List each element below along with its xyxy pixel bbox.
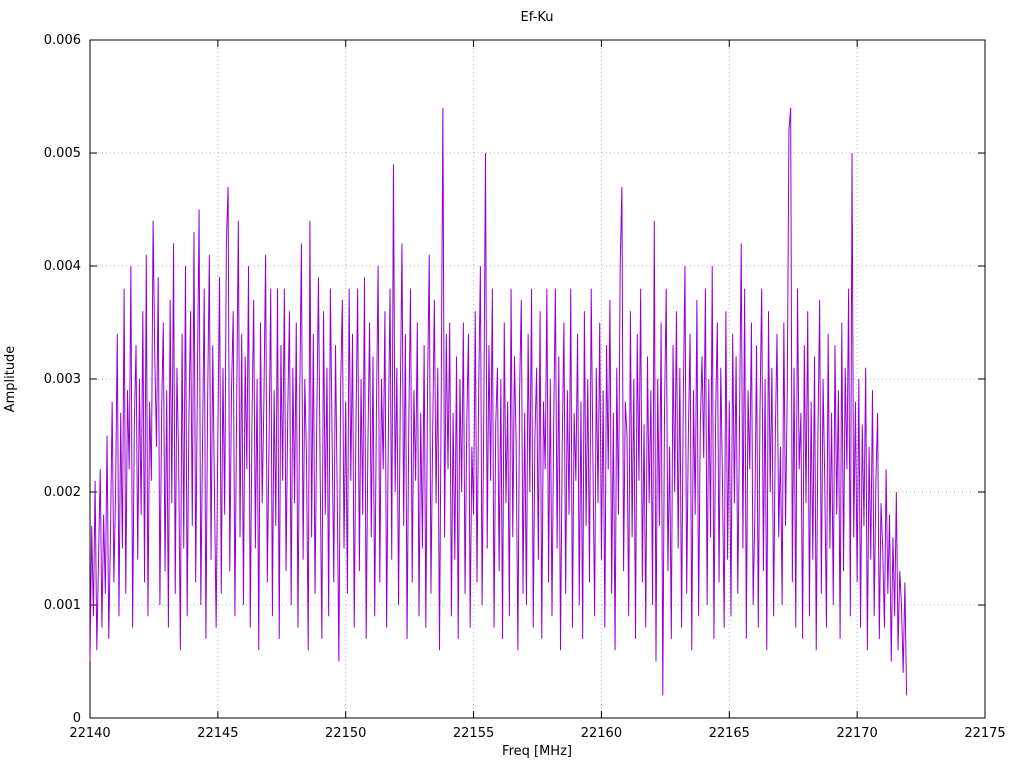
tick-labels: 22140 22145 22150 22155 22160 22165 22170 22175… bbox=[44, 33, 1006, 741]
axes bbox=[89, 39, 986, 719]
x-tick-label: 22175 bbox=[964, 726, 1005, 741]
x-tick-label: 22140 bbox=[69, 726, 110, 741]
y-tick-label: 0.002 bbox=[44, 485, 81, 500]
y-axis-label: Amplitude bbox=[3, 346, 18, 413]
x-tick-label: 22160 bbox=[581, 726, 622, 741]
x-tick-label: 22165 bbox=[709, 726, 750, 741]
y-tick-label: 0.006 bbox=[44, 33, 81, 48]
y-tick-label: 0.005 bbox=[44, 146, 81, 161]
x-axis-label: Freq [MHz] bbox=[502, 744, 572, 759]
y-tick-label: 0.004 bbox=[44, 259, 81, 274]
y-tick-label: 0.003 bbox=[44, 372, 81, 387]
x-tick-label: 22145 bbox=[197, 726, 238, 741]
x-tick-label: 22170 bbox=[836, 726, 877, 741]
trace-layer bbox=[89, 107, 908, 696]
signal-trace bbox=[89, 107, 908, 696]
chart-title: Ef-Ku bbox=[521, 10, 554, 25]
x-tick-label: 22150 bbox=[325, 726, 366, 741]
gridlines bbox=[90, 40, 985, 718]
x-tick-label: 22155 bbox=[453, 726, 494, 741]
y-tick-label: 0 bbox=[73, 711, 81, 726]
y-tick-label: 0.001 bbox=[44, 598, 81, 613]
